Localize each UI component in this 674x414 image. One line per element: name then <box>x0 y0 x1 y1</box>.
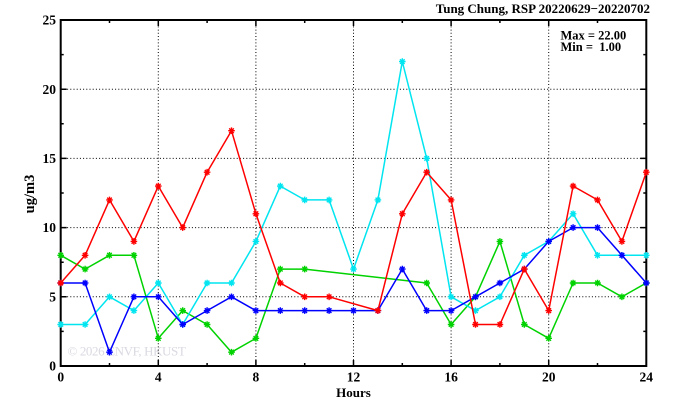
svg-text:20: 20 <box>542 370 556 385</box>
svg-text:24: 24 <box>640 370 654 385</box>
svg-text:© 2026 ENVF, HKUST: © 2026 ENVF, HKUST <box>68 344 186 359</box>
svg-text:16: 16 <box>444 370 458 385</box>
svg-text:10: 10 <box>43 220 57 235</box>
svg-text:ug/m3: ug/m3 <box>22 175 38 214</box>
svg-text:Max = 22.00: Max = 22.00 <box>561 28 627 42</box>
svg-text:12: 12 <box>347 370 361 385</box>
svg-text:0: 0 <box>49 359 56 374</box>
svg-text:5: 5 <box>49 289 56 304</box>
svg-text:Min = 1.00: Min = 1.00 <box>561 40 622 54</box>
svg-text:20: 20 <box>43 82 57 97</box>
svg-text:Hours: Hours <box>336 385 371 400</box>
svg-text:15: 15 <box>43 151 57 166</box>
svg-text:0: 0 <box>57 370 64 385</box>
svg-text:Tung Chung, RSP 20220629−20220: Tung Chung, RSP 20220629−20220702 <box>436 1 650 16</box>
svg-text:4: 4 <box>155 370 162 385</box>
svg-text:8: 8 <box>253 370 260 385</box>
svg-text:25: 25 <box>43 13 57 28</box>
